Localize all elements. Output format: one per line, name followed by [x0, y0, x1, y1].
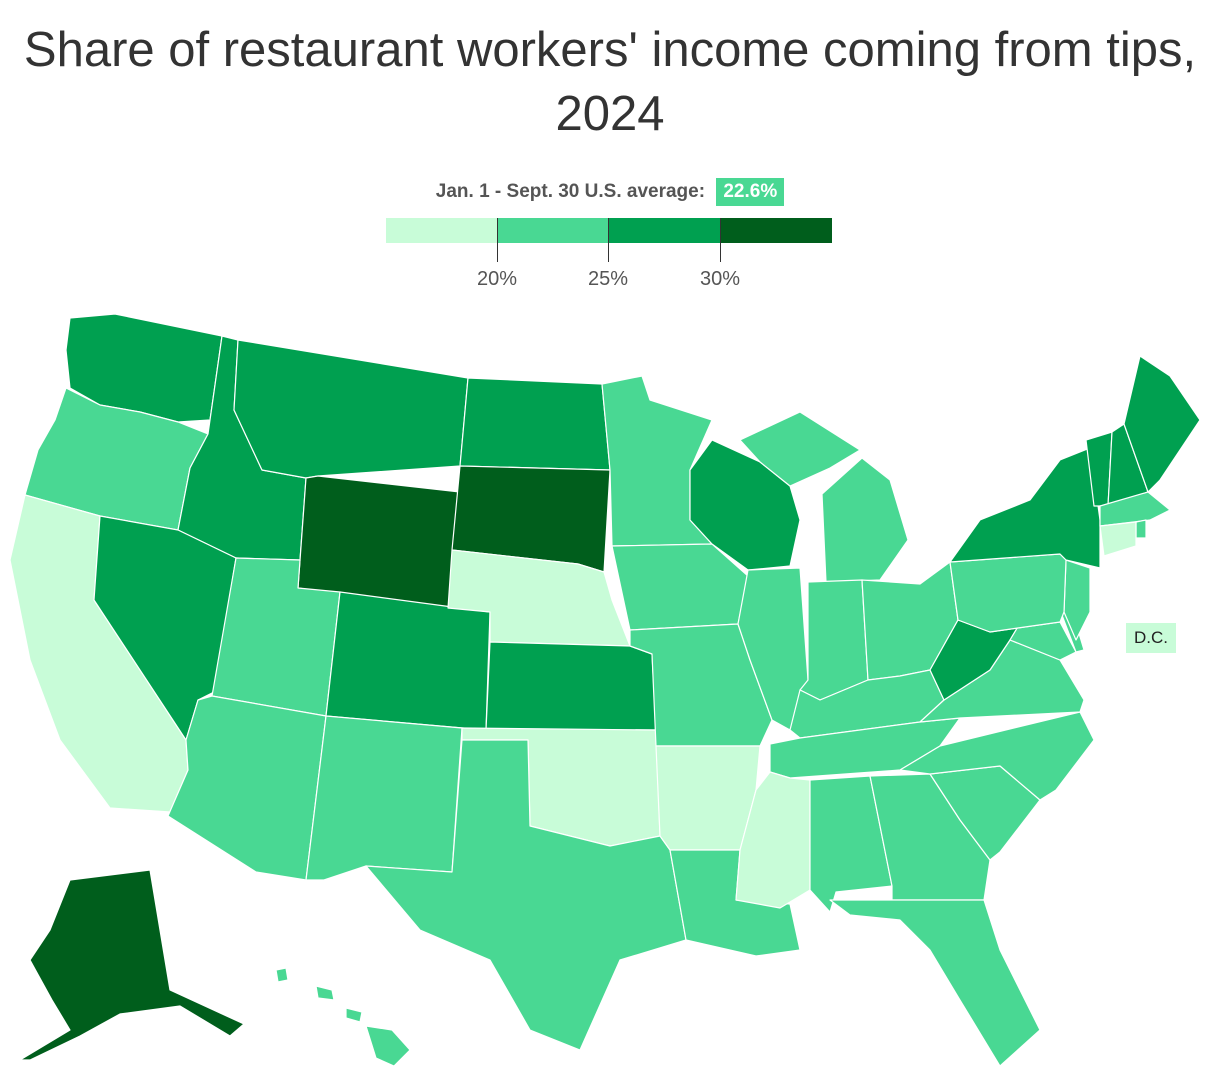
state-pennsylvania	[949, 553, 1067, 633]
average-label: Jan. 1 - Sept. 30 U.S. average:	[435, 181, 706, 202]
state-north-dakota	[459, 377, 611, 471]
state-texas	[365, 739, 687, 1051]
state-connecticut	[1099, 521, 1137, 557]
state-montana	[233, 339, 469, 479]
state-arizona	[167, 695, 327, 881]
legend-ticks: 20% 25% 30%	[386, 218, 832, 290]
state-hawaii	[275, 967, 411, 1067]
chart-title: Share of restaurant workers' income comi…	[23, 23, 1197, 141]
state-iowa	[611, 543, 749, 631]
legend-tick-label: 30%	[699, 268, 741, 290]
state-colorado	[325, 591, 491, 731]
us-map	[9, 313, 1201, 1067]
legend-tick-mark	[497, 218, 498, 262]
state-new-york	[949, 447, 1101, 569]
legend-tick-label: 25%	[587, 268, 629, 290]
state-indiana	[799, 579, 869, 701]
state-nevada	[93, 515, 237, 741]
state-alaska	[19, 869, 245, 1061]
legend-tick-mark	[608, 218, 609, 262]
state-massachusetts	[1099, 491, 1171, 527]
legend-tick-mark	[720, 218, 721, 262]
average-value-badge: 22.6%	[716, 178, 785, 206]
legend-swatch	[386, 218, 498, 243]
legend-heading: Jan. 1 - Sept. 30 U.S. average: 22.6%	[0, 178, 1220, 206]
state-new-mexico	[305, 715, 463, 881]
state-mississippi	[735, 771, 811, 909]
state-illinois	[737, 567, 809, 731]
state-rhode-island	[1135, 519, 1147, 539]
legend-swatch	[609, 218, 721, 243]
dc-label: D.C.	[1126, 623, 1176, 653]
legend-swatch	[720, 218, 832, 243]
state-kansas	[485, 641, 657, 731]
legend-swatch	[497, 218, 609, 243]
legend-color-scale	[386, 218, 832, 243]
state-florida	[829, 899, 1041, 1067]
state-north-carolina	[899, 711, 1095, 801]
legend-tick-label: 20%	[476, 268, 518, 290]
